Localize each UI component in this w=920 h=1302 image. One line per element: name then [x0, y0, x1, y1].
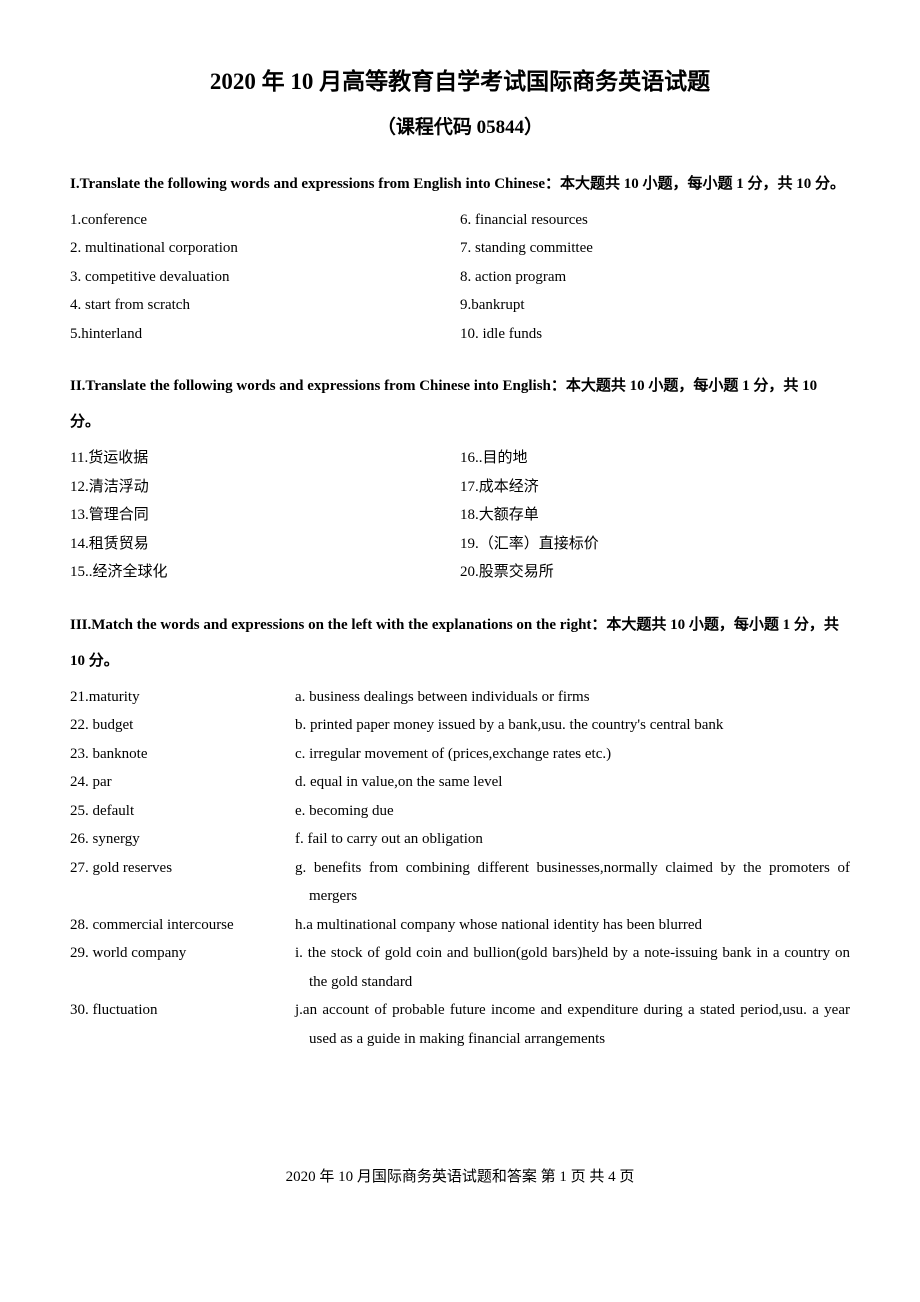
match-definition: h.a multinational company whose national… — [295, 911, 850, 940]
list-item: 10. idle funds — [460, 320, 850, 349]
section-3-rows: 21.maturity a. business dealings between… — [70, 683, 850, 1054]
section-3-header: III.Match the words and expressions on t… — [70, 607, 850, 679]
match-definition: e. becoming due — [295, 797, 850, 826]
match-definition: a. business dealings between individuals… — [295, 683, 850, 712]
match-row: 23. banknote c. irregular movement of (p… — [70, 740, 850, 769]
match-row: 29. world company i. the stock of gold c… — [70, 939, 850, 996]
list-item: 2. multinational corporation — [70, 234, 460, 263]
list-item: 1.conference — [70, 206, 460, 235]
document-subtitle: （课程代码 05844） — [70, 110, 850, 146]
list-item: 18.大额存单 — [460, 501, 850, 530]
list-item: 15..经济全球化 — [70, 558, 460, 587]
list-item: 9.bankrupt — [460, 291, 850, 320]
section-2-header: II.Translate the following words and exp… — [70, 368, 850, 440]
list-item: 14.租赁贸易 — [70, 530, 460, 559]
match-row: 27. gold reserves g. benefits from combi… — [70, 854, 850, 911]
match-definition: j.an account of probable future income a… — [295, 996, 850, 1053]
list-item: 8. action program — [460, 263, 850, 292]
match-definition: d. equal in value,on the same level — [295, 768, 850, 797]
section-2-items: 11.货运收据 16..目的地 12.清洁浮动 17.成本经济 13.管理合同 … — [70, 444, 850, 587]
list-item: 12.清洁浮动 — [70, 473, 460, 502]
match-definition: i. the stock of gold coin and bullion(go… — [295, 939, 850, 996]
match-row: 26. synergy f. fail to carry out an obli… — [70, 825, 850, 854]
list-item: 7. standing committee — [460, 234, 850, 263]
match-term: 27. gold reserves — [70, 854, 295, 883]
match-definition: b. printed paper money issued by a bank,… — [295, 711, 850, 740]
list-item: 6. financial resources — [460, 206, 850, 235]
match-term: 22. budget — [70, 711, 295, 740]
page-footer: 2020 年 10 月国际商务英语试题和答案 第 1 页 共 4 页 — [70, 1163, 850, 1192]
list-item: 16..目的地 — [460, 444, 850, 473]
match-definition: f. fail to carry out an obligation — [295, 825, 850, 854]
list-item: 4. start from scratch — [70, 291, 460, 320]
match-row: 28. commercial intercourse h.a multinati… — [70, 911, 850, 940]
match-definition: c. irregular movement of (prices,exchang… — [295, 740, 850, 769]
match-term: 25. default — [70, 797, 295, 826]
match-term: 30. fluctuation — [70, 996, 295, 1025]
section-1-items: 1.conference 6. financial resources 2. m… — [70, 206, 850, 349]
match-term: 26. synergy — [70, 825, 295, 854]
match-term: 21.maturity — [70, 683, 295, 712]
list-item: 5.hinterland — [70, 320, 460, 349]
section-1-header: I.Translate the following words and expr… — [70, 166, 850, 202]
match-definition: g. benefits from combining different bus… — [295, 854, 850, 911]
match-term: 23. banknote — [70, 740, 295, 769]
list-item: 3. competitive devaluation — [70, 263, 460, 292]
list-item: 20.股票交易所 — [460, 558, 850, 587]
match-row: 25. default e. becoming due — [70, 797, 850, 826]
list-item: 19.（汇率）直接标价 — [460, 530, 850, 559]
document-title: 2020 年 10 月高等教育自学考试国际商务英语试题 — [70, 60, 850, 104]
match-row: 30. fluctuation j.an account of probable… — [70, 996, 850, 1053]
match-term: 24. par — [70, 768, 295, 797]
match-row: 24. par d. equal in value,on the same le… — [70, 768, 850, 797]
match-row: 22. budget b. printed paper money issued… — [70, 711, 850, 740]
match-term: 29. world company — [70, 939, 295, 968]
match-row: 21.maturity a. business dealings between… — [70, 683, 850, 712]
match-term: 28. commercial intercourse — [70, 911, 295, 940]
list-item: 11.货运收据 — [70, 444, 460, 473]
list-item: 17.成本经济 — [460, 473, 850, 502]
list-item: 13.管理合同 — [70, 501, 460, 530]
